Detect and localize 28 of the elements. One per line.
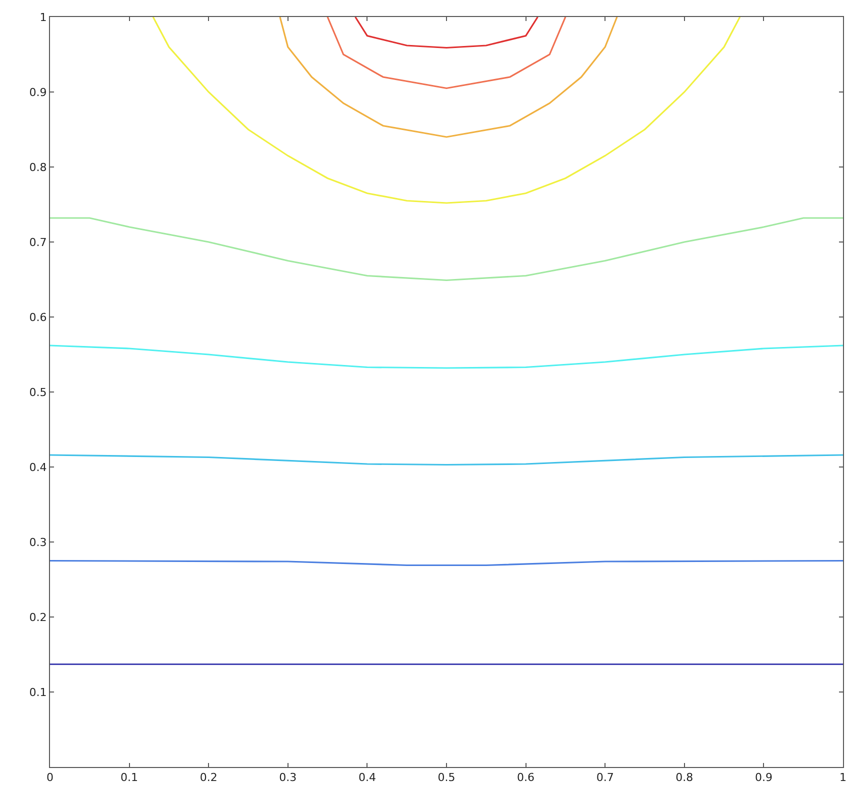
x-tick-label: 0	[46, 771, 54, 784]
y-tick-label: 1	[40, 10, 47, 24]
x-tick-label: 0.2	[200, 771, 218, 784]
line-series	[326, 17, 566, 90]
line-series	[50, 344, 843, 369]
y-tick-label: 0.8	[29, 160, 47, 174]
y-tick-label: 0.7	[29, 236, 47, 249]
x-tick-label: 0.8	[676, 771, 694, 784]
line-series	[50, 217, 843, 282]
y-tick-label: 0.6	[29, 310, 47, 324]
x-tick-label: 0.1	[120, 771, 138, 784]
y-tick-label: 0.3	[29, 536, 47, 549]
x-tick-label: 0.7	[596, 771, 614, 784]
x-tick-label: 0.5	[438, 771, 456, 784]
line-series	[50, 454, 843, 466]
x-tick-label: 1	[840, 771, 846, 784]
x-tick-label: 0.6	[517, 771, 535, 784]
x-tick-label: 0.4	[358, 771, 376, 784]
x-tick-label: 0.9	[754, 771, 772, 784]
y-tick-label: 0.4	[29, 460, 47, 474]
y-tick-label: 0.9	[29, 86, 47, 99]
x-tick-label: 0.3	[279, 771, 297, 784]
y-tick-label: 0.2	[29, 610, 47, 624]
line-series	[354, 17, 538, 49]
line-series	[152, 17, 741, 204]
line-series	[279, 17, 618, 138]
y-tick-label: 0.1	[29, 686, 47, 699]
y-tick-label: 0.5	[29, 386, 47, 399]
